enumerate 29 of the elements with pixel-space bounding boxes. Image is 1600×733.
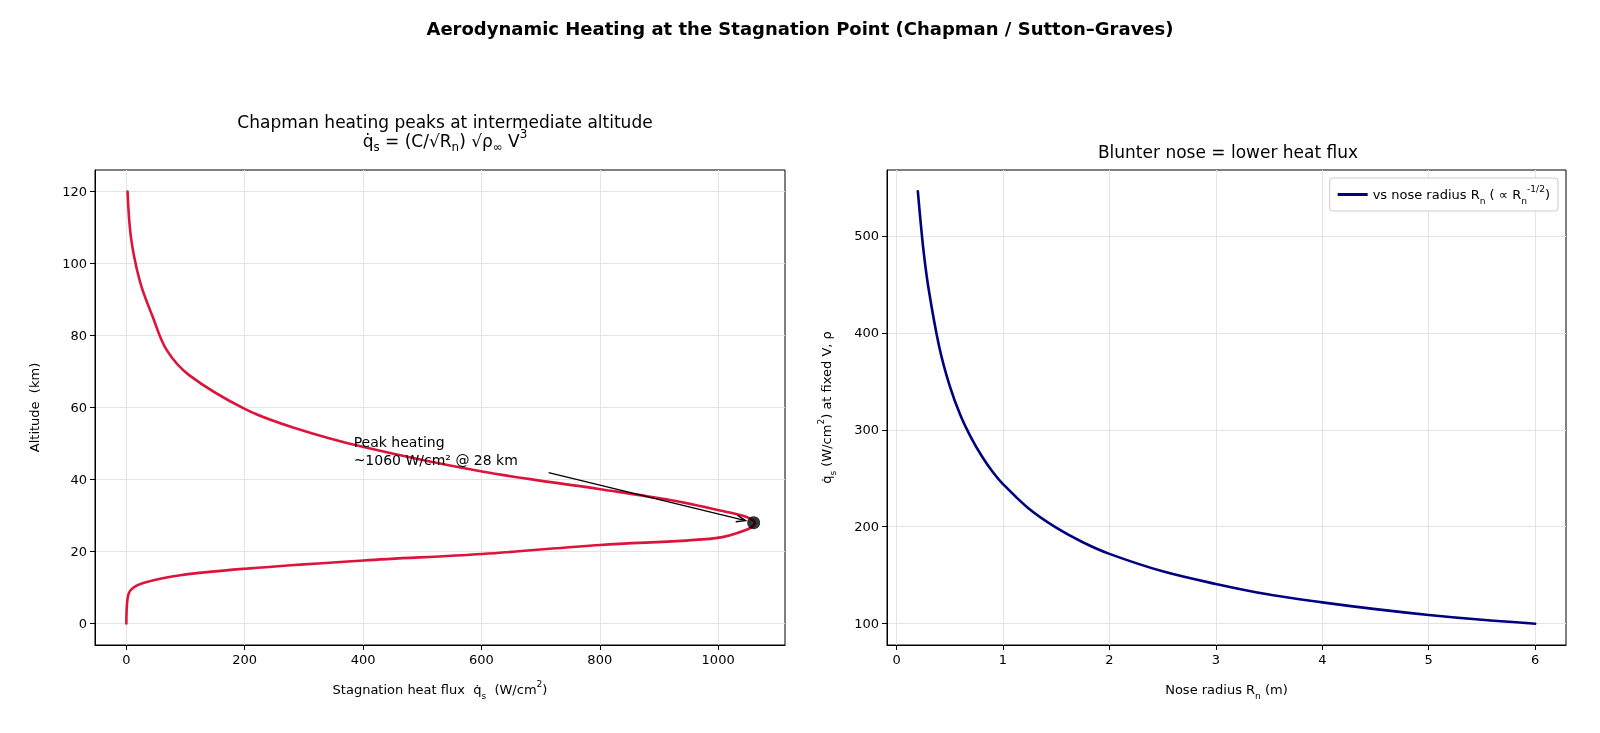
y-tick-label: 60 <box>70 400 87 415</box>
y-tick-label: 120 <box>62 184 87 200</box>
y-tick-label: 200 <box>854 519 879 535</box>
x-tick-label: 1000 <box>701 652 735 667</box>
chart-title: Blunter nose = lower heat flux <box>1097 141 1359 162</box>
x-tick-label: 400 <box>350 652 376 667</box>
x-tick-label: 1 <box>998 652 1008 667</box>
x-tick-label: 800 <box>587 652 613 667</box>
y-tick-label: 500 <box>854 228 879 244</box>
x-tick-label: 2 <box>1105 652 1114 667</box>
x-tick-label: 0 <box>892 652 901 667</box>
y-tick-label: 300 <box>854 422 879 438</box>
y-axis-title: q̇s (W/cm2) at fixed V, ρ <box>815 331 838 484</box>
x-tick-label: 6 <box>1531 652 1540 667</box>
x-tick-label: 5 <box>1424 652 1433 667</box>
x-tick-label: 4 <box>1318 652 1327 667</box>
y-tick-label: 20 <box>70 543 87 559</box>
x-tick-label: 600 <box>469 652 494 667</box>
y-axis-title: Altitude (km) <box>27 362 42 453</box>
x-tick-label: 0 <box>122 652 131 667</box>
y-tick-label: 80 <box>70 328 87 344</box>
x-tick-label: 3 <box>1211 652 1220 667</box>
text: Aerodynamic Heating at the Stagnation Point (Chapman / Sutton–Graves) <box>425 18 1175 39</box>
y-tick-label: 100 <box>854 616 879 632</box>
y-tick-label: 400 <box>854 325 879 341</box>
y-tick-label: 0 <box>78 615 87 631</box>
x-tick-label: 200 <box>232 652 258 667</box>
y-tick-label: 100 <box>62 256 87 272</box>
y-tick-label: 40 <box>70 471 87 487</box>
